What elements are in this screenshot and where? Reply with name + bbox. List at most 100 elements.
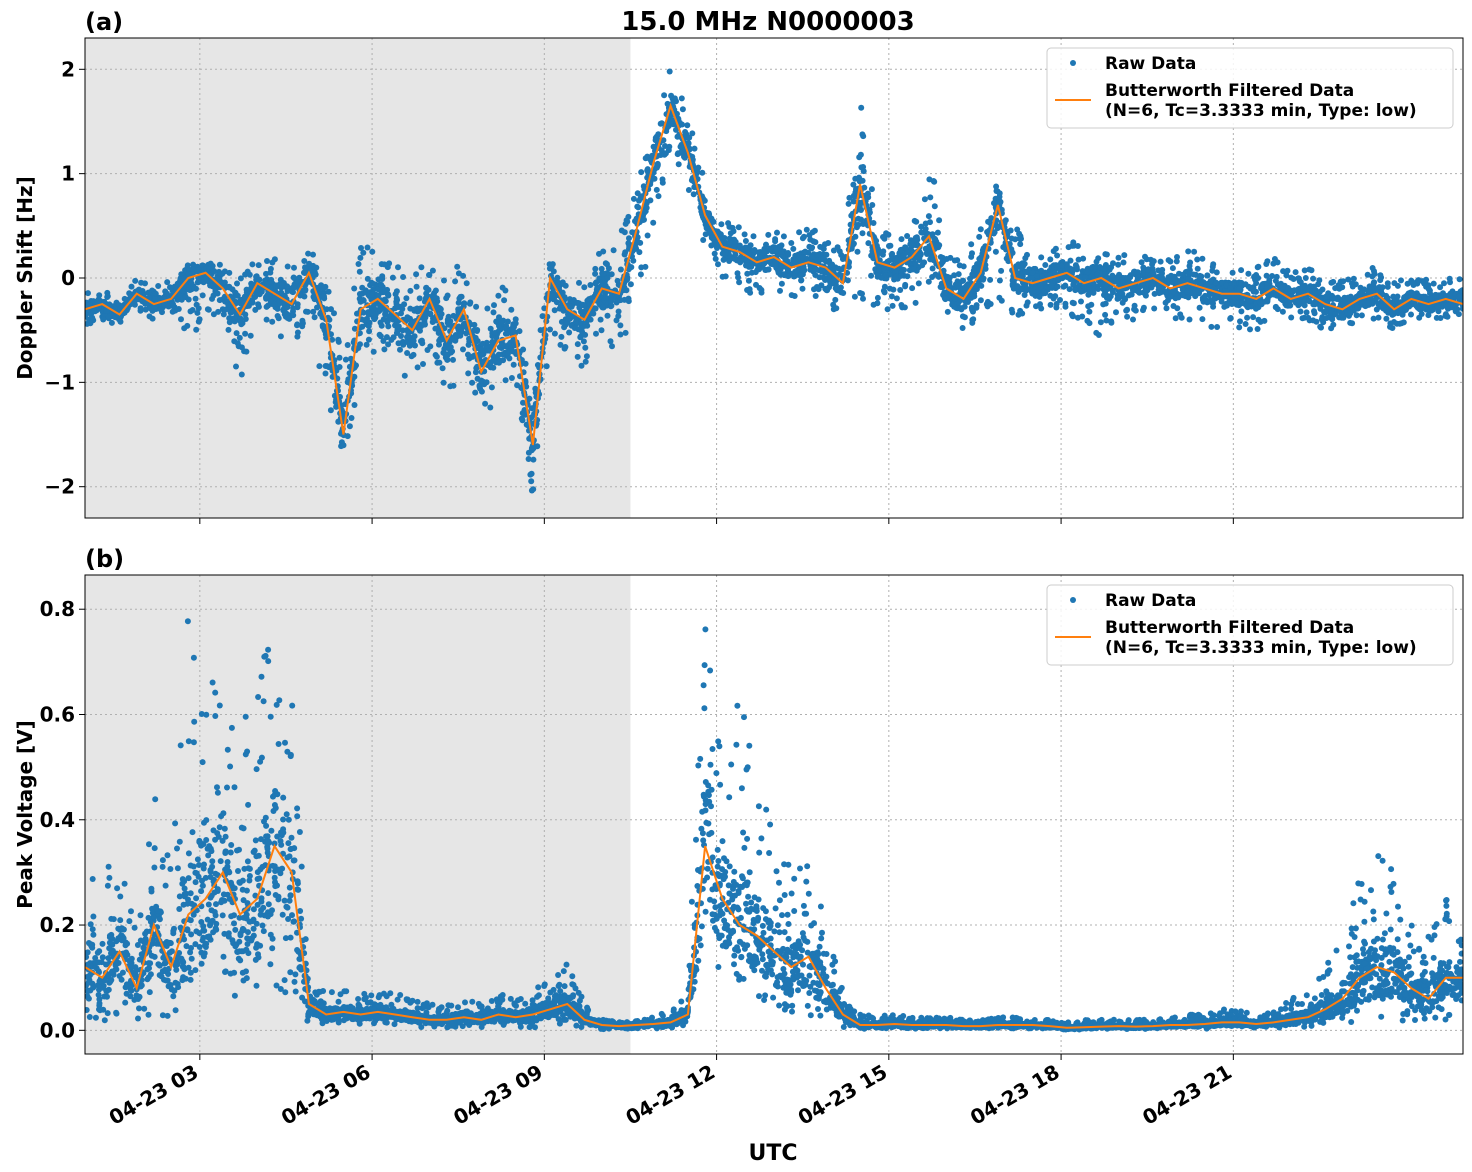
raw-data-point [803, 226, 810, 233]
raw-data-point [1375, 314, 1382, 321]
raw-data-point [457, 331, 464, 338]
raw-data-point [503, 322, 509, 329]
raw-data-point [955, 282, 962, 289]
raw-data-point [583, 353, 590, 360]
raw-data-point [797, 272, 804, 279]
y-tick-label: 1 [61, 162, 75, 186]
raw-data-point [708, 242, 715, 249]
raw-data-point [1066, 286, 1073, 293]
raw-data-point [152, 296, 159, 303]
raw-data-point [1124, 313, 1131, 320]
raw-data-point [1287, 302, 1294, 309]
raw-data-point [1113, 309, 1119, 316]
raw-data-point [897, 247, 904, 254]
raw-data-point [1108, 319, 1115, 326]
raw-data-point [370, 302, 377, 309]
raw-data-point [582, 331, 589, 338]
raw-data-point [465, 370, 472, 377]
raw-data-point [1401, 294, 1408, 301]
raw-data-point [831, 280, 838, 287]
raw-data-point [1102, 251, 1109, 258]
raw-data-point [301, 258, 308, 264]
raw-data-point [623, 287, 630, 294]
raw-data-point [385, 291, 392, 298]
raw-data-point [761, 260, 768, 267]
raw-data-point [735, 274, 742, 281]
raw-data-point [121, 295, 128, 302]
raw-data-point [714, 228, 721, 235]
raw-data-point [436, 359, 443, 366]
raw-data-point [581, 284, 588, 291]
raw-data-point [1169, 265, 1176, 272]
raw-data-point [364, 275, 371, 282]
y-axis-label: Doppler Shift [Hz] [13, 176, 37, 380]
raw-data-point [1095, 286, 1102, 292]
raw-data-point [335, 418, 342, 425]
raw-data-point [1102, 311, 1109, 318]
raw-data-point [1238, 267, 1245, 274]
raw-data-point [1430, 280, 1437, 287]
raw-data-point [849, 242, 856, 249]
raw-data-point [264, 258, 270, 264]
raw-data-point [1038, 254, 1045, 261]
raw-data-point [1054, 252, 1061, 259]
raw-data-point [574, 353, 581, 360]
raw-data-point [1082, 273, 1089, 280]
raw-data-point [195, 318, 202, 325]
raw-data-point [608, 302, 615, 309]
raw-data-point [1017, 307, 1024, 314]
raw-data-point [277, 333, 284, 340]
raw-data-point [447, 349, 454, 356]
raw-data-point [530, 456, 537, 463]
raw-data-point [917, 251, 924, 258]
raw-data-point [284, 283, 290, 290]
raw-data-point [681, 154, 688, 161]
raw-data-point [1036, 293, 1043, 300]
raw-data-point [106, 945, 113, 952]
raw-data-point [344, 342, 351, 348]
raw-data-point [886, 243, 892, 249]
raw-data-point [1245, 270, 1252, 277]
y-tick-label: −1 [44, 370, 75, 394]
raw-data-point [684, 122, 691, 129]
raw-data-point [369, 291, 375, 298]
raw-data-point [92, 1014, 99, 1021]
raw-data-point [1065, 244, 1072, 251]
raw-data-point [193, 326, 200, 333]
raw-data-point [735, 224, 742, 231]
raw-data-point [455, 299, 462, 306]
raw-data-point [267, 265, 274, 272]
raw-data-point [741, 231, 748, 238]
raw-data-point [1273, 273, 1280, 280]
raw-data-point [1455, 293, 1462, 300]
raw-data-point [736, 279, 743, 286]
raw-data-point [1340, 278, 1347, 285]
raw-data-point [998, 267, 1005, 274]
raw-data-point [94, 949, 101, 956]
raw-data-point [242, 316, 249, 322]
raw-data-point [1143, 288, 1150, 294]
raw-data-point [911, 266, 917, 273]
raw-data-point [745, 277, 752, 284]
raw-data-point [511, 329, 518, 336]
raw-data-point [1416, 314, 1423, 321]
raw-data-point [222, 306, 229, 313]
raw-data-point [799, 235, 806, 242]
raw-data-point [410, 337, 417, 344]
raw-data-point [898, 236, 905, 243]
raw-data-point [106, 874, 113, 881]
raw-data-point [973, 304, 980, 311]
raw-data-point [935, 241, 942, 248]
raw-data-point [357, 298, 364, 305]
raw-data-point [496, 314, 502, 321]
raw-data-point [575, 326, 582, 333]
raw-data-point [145, 289, 152, 296]
raw-data-point [701, 197, 708, 204]
raw-data-point [1256, 298, 1263, 305]
raw-data-point [365, 336, 372, 343]
raw-data-point [969, 250, 975, 257]
raw-data-point [1185, 248, 1192, 255]
raw-data-point [89, 944, 96, 951]
raw-data-point [1037, 283, 1044, 290]
